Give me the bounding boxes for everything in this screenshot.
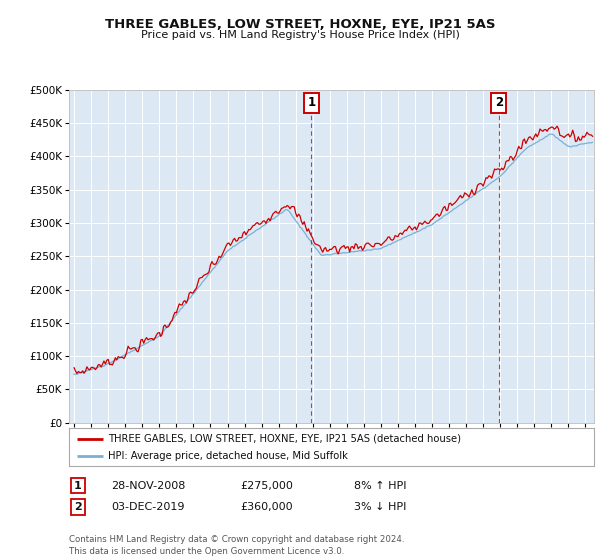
Text: 03-DEC-2019: 03-DEC-2019 — [111, 502, 185, 512]
Text: THREE GABLES, LOW STREET, HOXNE, EYE, IP21 5AS (detached house): THREE GABLES, LOW STREET, HOXNE, EYE, IP… — [109, 433, 461, 444]
Text: 8% ↑ HPI: 8% ↑ HPI — [354, 480, 407, 491]
Text: 3% ↓ HPI: 3% ↓ HPI — [354, 502, 406, 512]
Text: Contains HM Land Registry data © Crown copyright and database right 2024.
This d: Contains HM Land Registry data © Crown c… — [69, 535, 404, 556]
Text: 1: 1 — [74, 480, 82, 491]
Text: HPI: Average price, detached house, Mid Suffolk: HPI: Average price, detached house, Mid … — [109, 451, 348, 461]
Text: 28-NOV-2008: 28-NOV-2008 — [111, 480, 185, 491]
Text: £360,000: £360,000 — [240, 502, 293, 512]
Text: Price paid vs. HM Land Registry's House Price Index (HPI): Price paid vs. HM Land Registry's House … — [140, 30, 460, 40]
Text: THREE GABLES, LOW STREET, HOXNE, EYE, IP21 5AS: THREE GABLES, LOW STREET, HOXNE, EYE, IP… — [105, 18, 495, 31]
Text: 2: 2 — [495, 96, 503, 109]
Text: 2: 2 — [74, 502, 82, 512]
Text: £275,000: £275,000 — [240, 480, 293, 491]
Text: 1: 1 — [307, 96, 316, 109]
